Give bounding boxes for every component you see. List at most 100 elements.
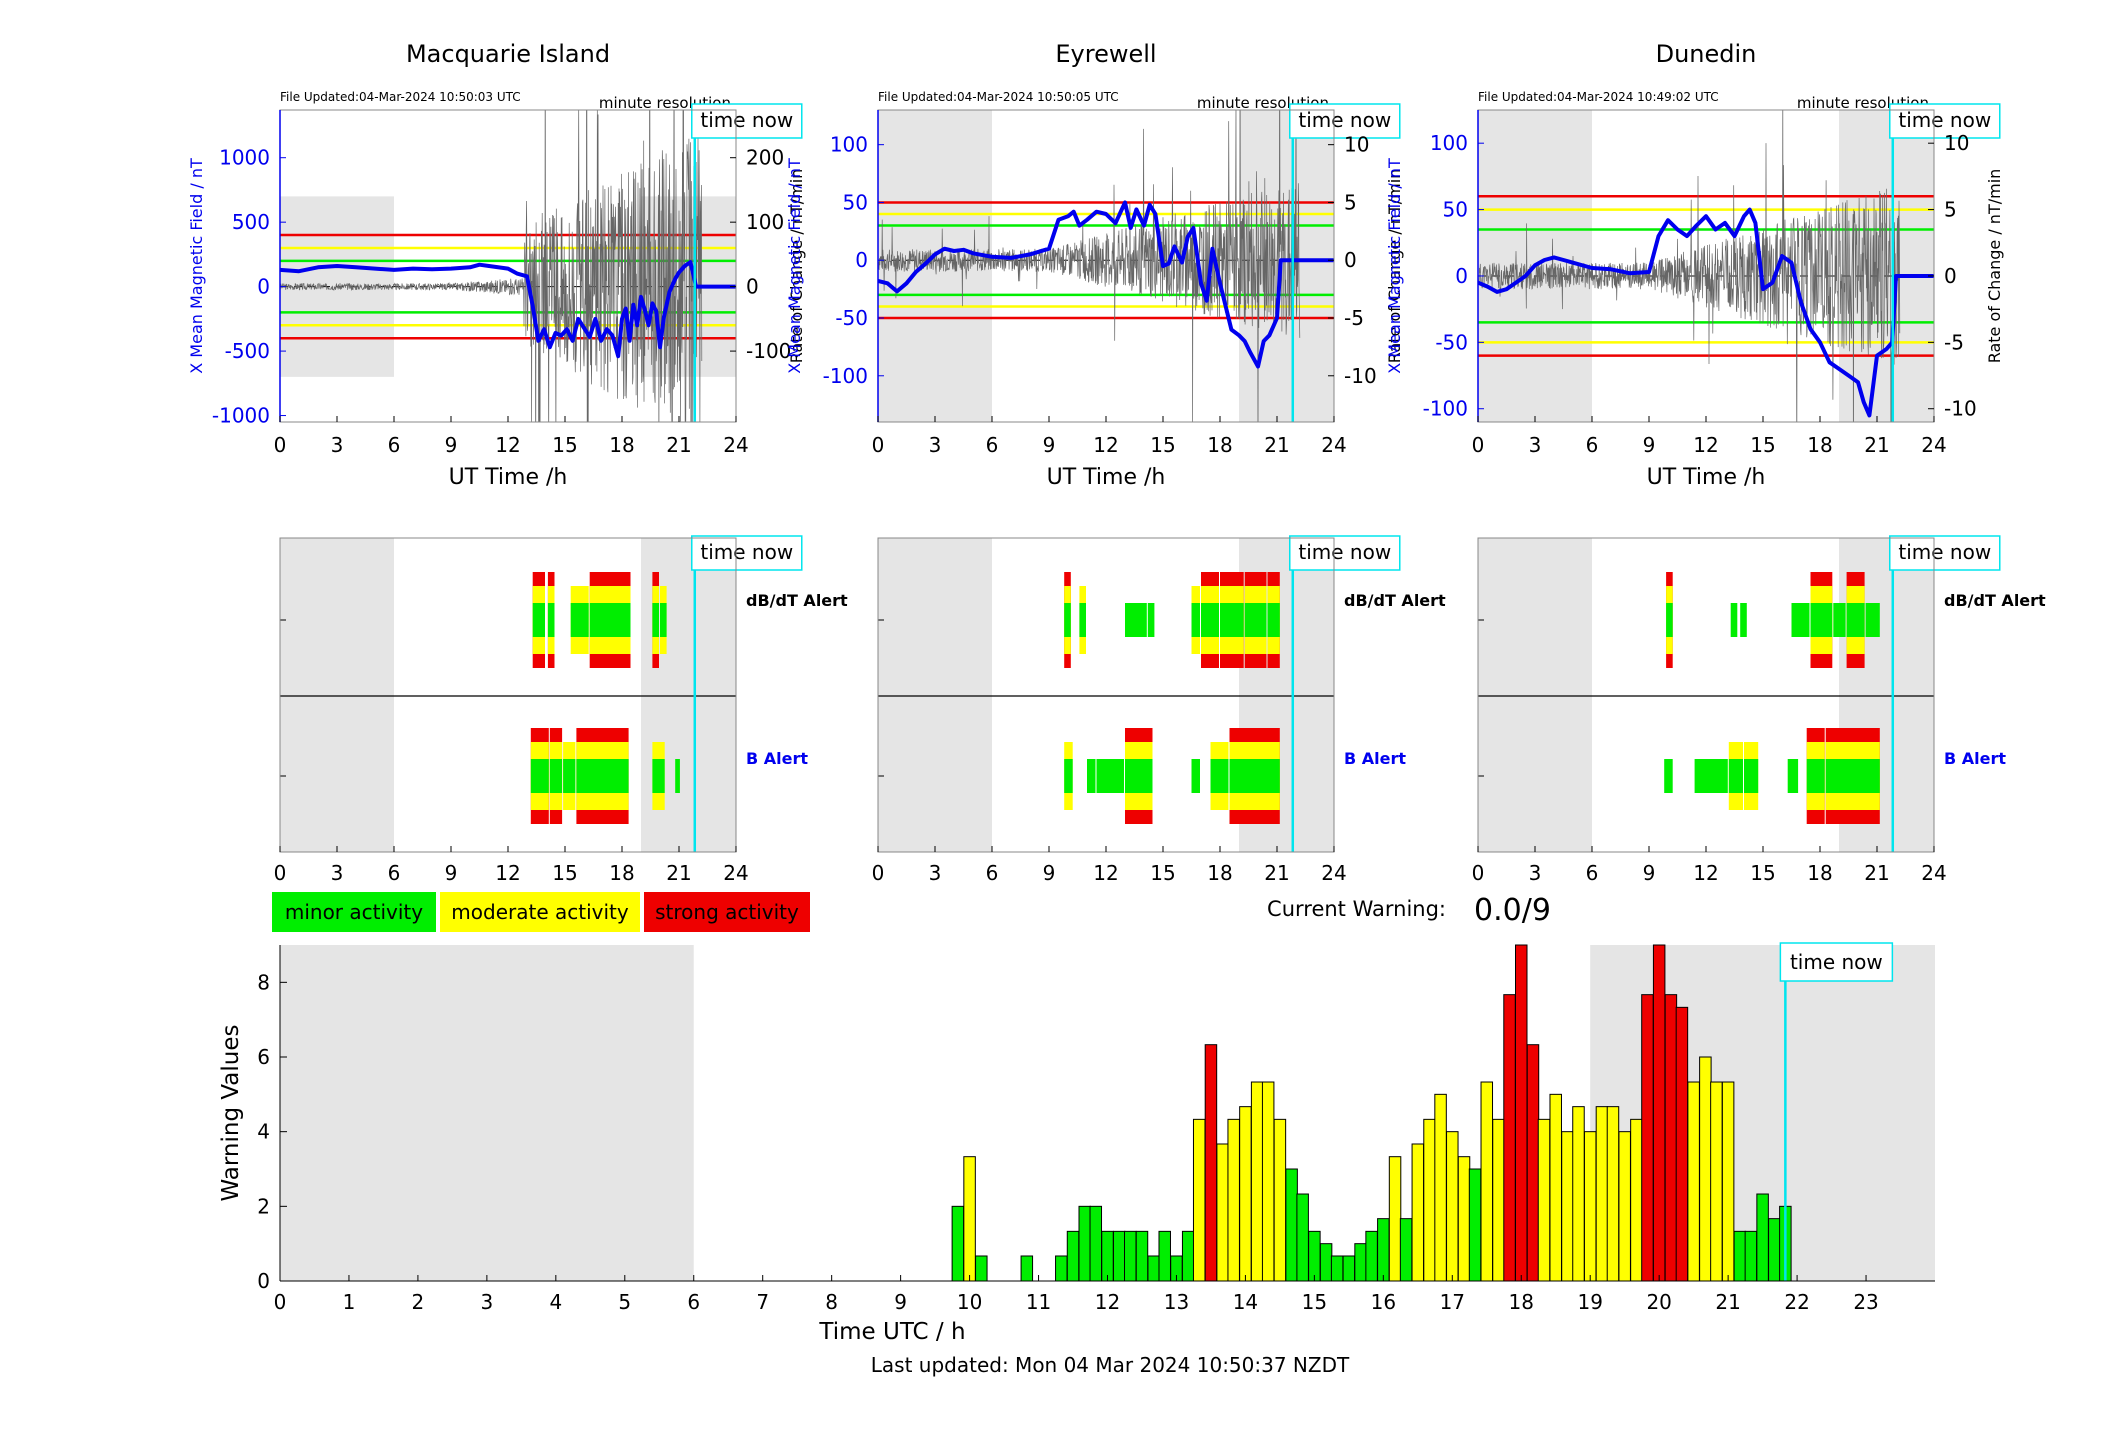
time-now-label: time now [700, 540, 793, 564]
x-tick-label: 6 [1586, 861, 1599, 885]
db-alert-minor-block [589, 603, 631, 637]
b-alert-minor-block [675, 759, 680, 793]
b-alert-minor-block [1125, 759, 1153, 793]
db-alert-label: dB/dT Alert [1944, 591, 2046, 610]
warning-bar [1388, 1156, 1402, 1282]
warning-bar [1055, 1255, 1068, 1282]
station-panel-2: Dunedin File Updated:04-Mar-2024 10:49:02… [1385, 40, 2004, 490]
x-tick-label: 1 [343, 1290, 356, 1314]
current-warning-value: 0.0/9 [1474, 893, 1551, 928]
x-tick-label: 18 [1207, 433, 1232, 457]
x-tick-label: 23 [1853, 1290, 1878, 1314]
warning-bar [975, 1255, 988, 1282]
station-panel-0: Macquarie Island File Updated:04-Mar-2024… [187, 40, 806, 490]
x-tick-label: 8 [825, 1290, 838, 1314]
left-tick-label: 50 [843, 190, 868, 214]
x-tick-label: 15 [1150, 433, 1175, 457]
db-alert-minor-block [532, 603, 545, 637]
b-alert-minor-block [1664, 759, 1673, 793]
left-tick-label: -50 [1435, 330, 1468, 354]
station-panel-1: Eyrewell File Updated:04-Mar-2024 10:50:0… [785, 40, 1404, 490]
warning-bar [1595, 1106, 1609, 1282]
x-tick-label: 15 [1750, 861, 1775, 885]
panel-plot-area [1478, 110, 1934, 422]
left-tick-label: 500 [232, 210, 270, 234]
x-tick-label: 2 [412, 1290, 425, 1314]
x-tick-label: 3 [331, 861, 344, 885]
b-alert-minor-block [1806, 759, 1825, 793]
x-tick-label: 0 [274, 1290, 287, 1314]
x-tick-label: 0 [1472, 433, 1485, 457]
left-tick-label: 0 [1455, 264, 1468, 288]
file-updated-text: File Updated:04-Mar-2024 10:49:02 UTC [1478, 90, 1719, 104]
warning-bar [1124, 1230, 1137, 1282]
warning-bar [1434, 1093, 1447, 1282]
x-tick-label: 17 [1440, 1290, 1465, 1314]
right-tick-label: 10 [1944, 131, 1969, 155]
left-tick-label: 1000 [219, 146, 270, 170]
x-tick-label: 24 [1921, 861, 1946, 885]
y-tick-label: 4 [257, 1120, 270, 1144]
warning-bar [951, 1205, 965, 1282]
db-alert-label: dB/dT Alert [746, 591, 848, 610]
x-tick-label: 12 [1095, 1290, 1120, 1314]
db-alert-minor-block [652, 603, 659, 637]
x-tick-label: 9 [445, 861, 458, 885]
db-alert-minor-block [1064, 603, 1071, 637]
warning-bar [1078, 1205, 1091, 1282]
warning-bar [1192, 1118, 1206, 1282]
db-alert-minor-block [1244, 603, 1267, 637]
last-updated-text: Last updated: Mon 04 Mar 2024 10:50:37 N… [871, 1353, 1350, 1377]
alert-panel-1: dB/dT Alert B Alert time now 0 3 6 9 12 15 18 21 24 [872, 535, 1446, 885]
right-tick-label: -100 [746, 339, 791, 363]
db-alert-minor-block [1791, 603, 1810, 637]
x-tick-label: 6 [1586, 433, 1599, 457]
warning-bar [1457, 1156, 1471, 1282]
time-now-label: time now [1898, 540, 1991, 564]
time-now-label: time now [1790, 950, 1883, 974]
db-alert-minor-block [547, 603, 555, 637]
warning-bar [1308, 1230, 1321, 1282]
right-tick-label: -10 [1344, 364, 1377, 388]
x-tick-label: 12 [495, 861, 520, 885]
warning-bar [1239, 1106, 1252, 1282]
x-tick-label: 4 [549, 1290, 562, 1314]
db-alert-minor-block [1201, 603, 1219, 637]
db-alert-minor-block [1220, 603, 1244, 637]
x-tick-label: 21 [1715, 1290, 1740, 1314]
time-now-box [691, 535, 803, 571]
x-tick-label: 19 [1577, 1290, 1602, 1314]
x-tick-label: 9 [1643, 433, 1656, 457]
warning-bar [1089, 1205, 1103, 1282]
db-alert-minor-block [570, 603, 589, 637]
db-alert-minor-block [1730, 603, 1738, 637]
x-tick-label: 3 [481, 1290, 494, 1314]
b-alert-minor-block [1229, 759, 1280, 793]
b-alert-minor-block [1191, 759, 1200, 793]
left-axis-label: X Mean Magnetic Field / nT [1385, 158, 1404, 374]
warning-bar [1515, 944, 1528, 1282]
x-tick-label: 3 [331, 433, 344, 457]
x-tick-label: 3 [1529, 433, 1542, 457]
left-tick-label: -50 [835, 306, 868, 330]
warning-bar [1492, 1118, 1505, 1282]
b-alert-minor-block [1825, 759, 1880, 793]
x-tick-label: 18 [1807, 861, 1832, 885]
left-tick-label: 50 [1443, 198, 1468, 222]
warning-bar [1423, 1118, 1436, 1282]
x-tick-label: 21 [666, 861, 691, 885]
warning-bar [1468, 1168, 1482, 1282]
warning-bar [1296, 1193, 1309, 1282]
warning-bar [1135, 1230, 1149, 1282]
night-shade [1478, 538, 1592, 852]
x-axis-label: UT Time /h [1647, 465, 1766, 490]
x-axis-label: UT Time /h [1047, 465, 1166, 490]
station-title: Macquarie Island [406, 40, 610, 68]
station-title: Eyrewell [1055, 40, 1156, 68]
x-tick-label: 20 [1646, 1290, 1671, 1314]
warning-bar [1181, 1230, 1195, 1282]
warning-bar [1399, 1218, 1413, 1282]
b-alert-minor-block [576, 759, 629, 793]
warning-bar [1066, 1230, 1080, 1282]
